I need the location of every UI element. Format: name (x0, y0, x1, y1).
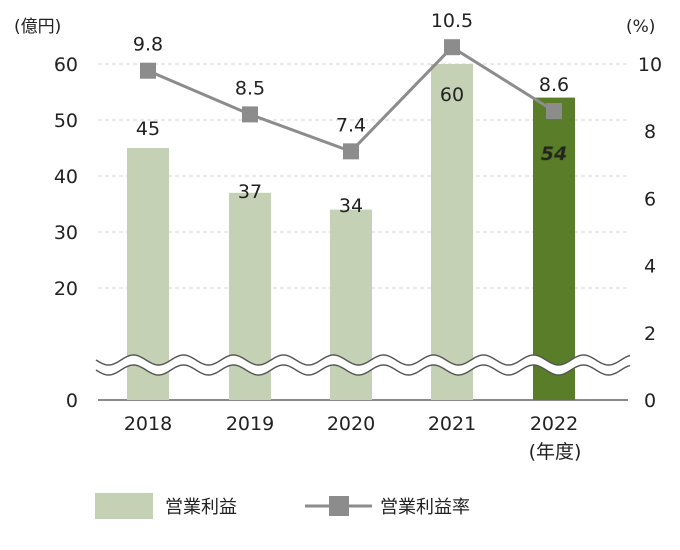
margin-value-label: 9.8 (133, 34, 163, 56)
bar-value-label: 60 (440, 84, 464, 106)
right-tick-label: 6 (644, 188, 656, 210)
left-tick-label: 30 (54, 222, 78, 244)
margin-value-label: 8.6 (539, 74, 569, 96)
right-tick-label: 0 (644, 390, 656, 412)
right-tick-label: 4 (644, 256, 656, 278)
bar-value-label: 45 (136, 118, 160, 140)
legend-swatch-bar (95, 493, 153, 519)
margin-marker-2019 (242, 106, 258, 123)
left-axis-unit: (億円) (14, 17, 61, 37)
margin-marker-2020 (343, 143, 359, 160)
bar-value-label: 37 (238, 181, 262, 203)
left-tick-label: 50 (54, 110, 78, 132)
axis-break (95, 354, 631, 376)
bar-2021 (431, 64, 473, 400)
margin-value-label: 7.4 (336, 114, 366, 136)
legend-label-bar: 営業利益 (165, 497, 237, 518)
bar-2022 (533, 97, 575, 400)
legend: 営業利益 営業利益率 (95, 493, 470, 519)
right-axis-unit: (%) (626, 17, 655, 37)
bar-value-label: 54 (541, 143, 567, 165)
margin-marker-2022 (546, 103, 562, 120)
x-tick-label: 2022 (530, 413, 578, 435)
margin-value-label: 8.5 (235, 77, 265, 99)
x-axis-unit: (年度) (529, 441, 582, 463)
left-tick-label: 60 (54, 54, 78, 76)
gridlines: 0 20 30 40 50 60 0 2 4 6 8 10 2018 2019 2020 2021 2022 (54, 54, 662, 435)
left-tick-label: 20 (54, 278, 78, 300)
axes: (億円) (%) (年度) (14, 17, 655, 463)
bar-value-label: 34 (339, 195, 363, 217)
legend-swatch-marker (329, 496, 349, 516)
margin-line (140, 39, 562, 160)
margin-value-label: 10.5 (431, 10, 473, 32)
margin-marker-2021 (444, 39, 460, 56)
right-tick-label: 2 (644, 323, 656, 345)
x-tick-label: 2019 (226, 413, 274, 435)
x-tick-label: 2020 (327, 413, 375, 435)
left-tick-label: 40 (54, 166, 78, 188)
right-tick-label: 10 (638, 54, 662, 76)
x-tick-label: 2018 (124, 413, 172, 435)
x-tick-label: 2021 (428, 413, 476, 435)
axis-break-upper-wave (95, 354, 631, 366)
right-tick-label: 8 (644, 121, 656, 143)
data-labels: 45 37 34 60 54 9.8 8.5 7.4 10.5 8.6 (133, 10, 569, 217)
axis-break-lower-wave (95, 364, 631, 376)
margin-marker-2018 (140, 62, 156, 79)
legend-label-line: 営業利益率 (380, 497, 470, 518)
left-tick-label: 0 (66, 390, 78, 412)
